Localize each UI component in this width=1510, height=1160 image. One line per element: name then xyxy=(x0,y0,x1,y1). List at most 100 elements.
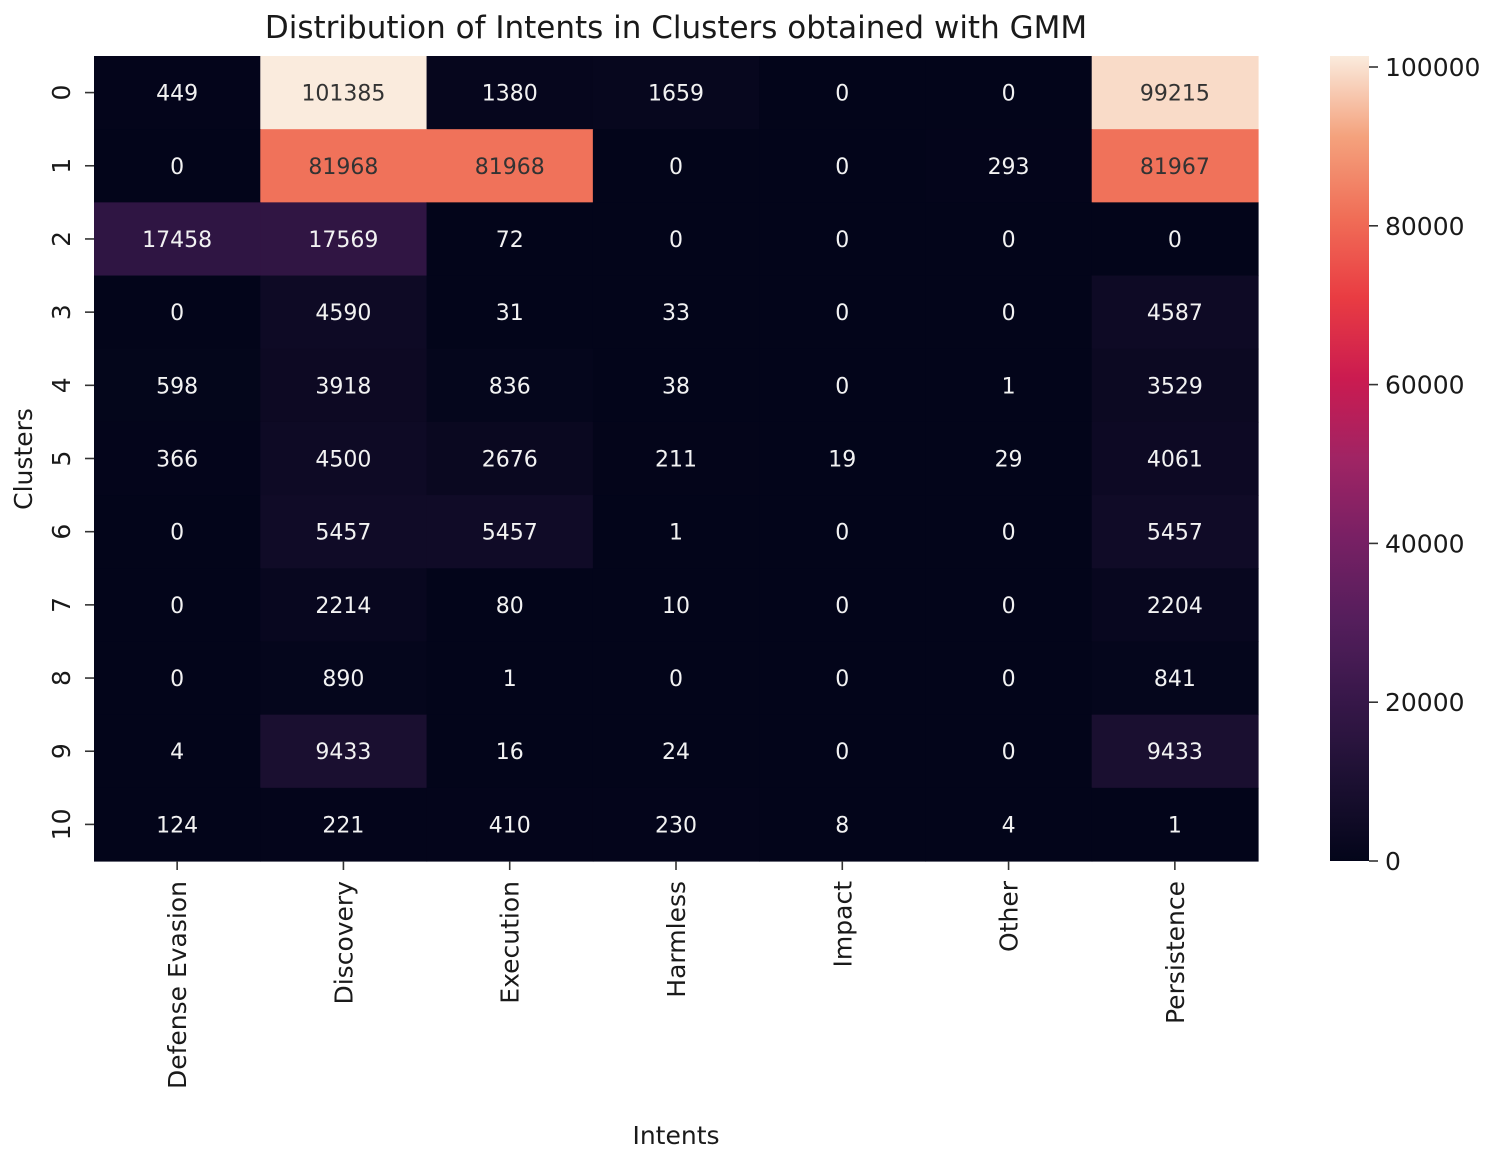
heatmap-cell xyxy=(260,275,428,350)
heatmap-cell xyxy=(426,421,594,496)
cell-value-label: 4500 xyxy=(315,448,371,473)
cell-value-label: 5457 xyxy=(1147,521,1203,546)
cell-value-label: 0 xyxy=(1168,228,1182,253)
cell-value-label: 2204 xyxy=(1147,594,1203,619)
y-axis: 0 1 2 3 4 5 6 7 8 9 10 xyxy=(47,85,94,841)
cell-value-label: 841 xyxy=(1154,667,1196,692)
heatmap-cell xyxy=(426,495,594,569)
heatmap-cell xyxy=(260,641,428,716)
cell-value-label: 0 xyxy=(1002,594,1016,619)
cell-value-label: 1 xyxy=(1168,813,1182,838)
heatmap-cell xyxy=(759,787,927,862)
cell-value-label: 230 xyxy=(655,813,697,838)
y-tick-label: 1 xyxy=(47,158,76,174)
heatmap-cell xyxy=(925,348,1093,423)
cell-value-label: 72 xyxy=(496,228,524,253)
heatmap-cell xyxy=(592,787,760,862)
x-axis-label: Intents xyxy=(632,1121,719,1150)
heatmap-cell xyxy=(759,275,927,350)
heatmap-cell xyxy=(426,714,594,789)
heatmap-cell xyxy=(260,495,428,569)
cell-value-label: 4590 xyxy=(315,301,371,326)
y-tick-label: 10 xyxy=(47,809,76,841)
cell-value-label: 0 xyxy=(1002,740,1016,765)
cell-value-label: 0 xyxy=(835,594,849,619)
y-tick-label: 0 xyxy=(47,85,76,101)
cell-value-label: 449 xyxy=(156,82,198,107)
x-tick-label: Harmless xyxy=(662,881,691,998)
heatmap-cell xyxy=(759,641,927,716)
heatmap-cell xyxy=(1091,641,1259,716)
heatmap-cell xyxy=(1091,495,1259,569)
cell-value-label: 16 xyxy=(496,740,524,765)
cell-value-label: 0 xyxy=(170,521,184,546)
cell-value-label: 4587 xyxy=(1147,301,1203,326)
x-tick-label: Persistence xyxy=(1161,881,1190,1024)
x-tick-label: Discovery xyxy=(329,881,358,1005)
cell-value-label: 33 xyxy=(662,301,690,326)
heatmap-cell xyxy=(925,495,1093,569)
cell-value-label: 10 xyxy=(662,594,690,619)
heatmap-cell xyxy=(925,714,1093,789)
cell-value-label: 1 xyxy=(669,521,683,546)
heatmap-cell xyxy=(759,56,927,130)
cell-value-label: 3529 xyxy=(1147,374,1203,399)
heatmap-cell xyxy=(1091,275,1259,350)
y-axis-label: Clusters xyxy=(9,408,38,510)
cell-value-label: 4 xyxy=(170,740,184,765)
cell-value-label: 0 xyxy=(835,521,849,546)
cell-value-label: 24 xyxy=(662,740,690,765)
cell-value-label: 293 xyxy=(988,155,1030,180)
cell-value-label: 4061 xyxy=(1147,448,1203,473)
heatmap-cell xyxy=(94,56,261,130)
cell-value-label: 31 xyxy=(496,301,524,326)
cell-value-label: 0 xyxy=(835,155,849,180)
colorbar-tick-label: 100000 xyxy=(1385,53,1480,82)
heatmap-cell xyxy=(1091,421,1259,496)
cell-value-label: 9433 xyxy=(315,740,371,765)
heatmap-cell xyxy=(426,202,594,277)
heatmap-cell xyxy=(426,641,594,716)
colorbar-tick-label: 40000 xyxy=(1385,529,1465,558)
heatmap-cell xyxy=(260,568,428,643)
y-tick-label: 5 xyxy=(47,451,76,467)
cell-value-label: 0 xyxy=(669,667,683,692)
cell-value-label: 0 xyxy=(170,594,184,619)
heatmap-cell xyxy=(1091,56,1259,130)
cell-value-label: 0 xyxy=(1002,228,1016,253)
cell-value-label: 598 xyxy=(156,374,198,399)
cell-value-label: 410 xyxy=(489,813,531,838)
heatmap-cell xyxy=(592,129,760,203)
x-tick-label: Impact xyxy=(828,881,857,968)
heatmap-cell xyxy=(592,495,760,569)
heatmap-cell xyxy=(1091,202,1259,277)
heatmap-cell xyxy=(592,56,760,130)
cell-value-label: 9433 xyxy=(1147,740,1203,765)
heatmap-cell xyxy=(759,202,927,277)
cell-value-label: 81968 xyxy=(308,155,378,180)
heatmap-cell xyxy=(1091,787,1259,862)
y-tick-label: 3 xyxy=(47,304,76,320)
heatmap-cell xyxy=(260,56,428,130)
cell-value-label: 99215 xyxy=(1140,82,1210,107)
heatmap-cell xyxy=(592,641,760,716)
heatmap-cell xyxy=(759,495,927,569)
heatmap-cell xyxy=(759,421,927,496)
heatmap-cell xyxy=(426,348,594,423)
heatmap-cell xyxy=(759,568,927,643)
cell-value-label: 101385 xyxy=(301,82,385,107)
cell-value-label: 0 xyxy=(835,228,849,253)
cell-value-label: 0 xyxy=(669,155,683,180)
cell-value-label: 366 xyxy=(156,448,198,473)
cell-value-label: 2214 xyxy=(315,594,371,619)
heatmap-cell xyxy=(925,56,1093,130)
heatmap-cell xyxy=(94,275,261,350)
heatmap-cell xyxy=(94,787,261,862)
cell-value-label: 38 xyxy=(662,374,690,399)
cell-value-label: 836 xyxy=(489,374,531,399)
heatmap-cell xyxy=(94,568,261,643)
cell-value-label: 0 xyxy=(1002,82,1016,107)
x-tick-label: Execution xyxy=(496,881,525,1004)
heatmap-cell xyxy=(925,641,1093,716)
